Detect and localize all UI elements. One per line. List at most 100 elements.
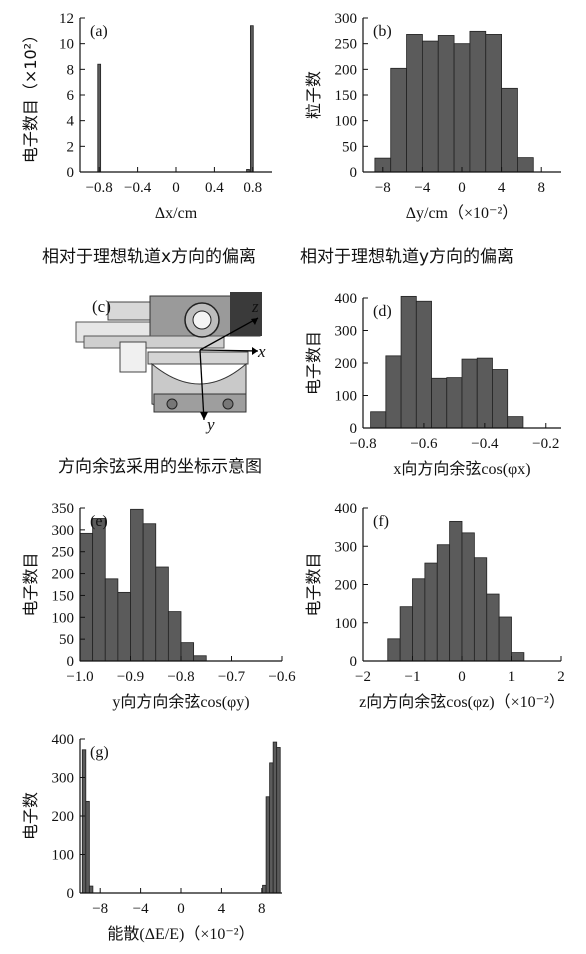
x-tick-label: 0.4 <box>205 180 224 196</box>
bar <box>446 377 463 429</box>
x-tick-label: −4 <box>414 180 430 196</box>
y-tick-label: 0 <box>350 421 358 437</box>
bar <box>436 544 451 662</box>
y-axis-label: 电子数目 <box>304 552 323 616</box>
bar <box>501 87 518 173</box>
x-axis-label: z向方向余弦cos(φz)（×10⁻²） <box>359 692 565 711</box>
bar <box>517 157 534 173</box>
y-axis-label: 电子数目 <box>21 552 40 616</box>
y-tick-label: 300 <box>52 771 75 787</box>
bar <box>453 43 471 173</box>
y-tick-label: 8 <box>67 62 75 78</box>
y-tick-label: 200 <box>52 567 75 583</box>
bar <box>272 741 278 894</box>
y-tick-label: 0 <box>67 886 75 902</box>
bar <box>117 591 131 662</box>
bar <box>85 800 90 894</box>
caption-x-deviation: 相对于理想轨道x方向的偏离 <box>42 247 257 267</box>
bar <box>390 67 407 173</box>
x-tick-label: 4 <box>498 180 506 196</box>
x-tick-label: 0 <box>458 180 466 196</box>
diagram-axis-x-label: x <box>257 342 266 361</box>
bar <box>498 616 512 662</box>
x-tick-label: −0.7 <box>218 669 246 685</box>
panel-label: (e) <box>90 513 108 530</box>
panel-label: (g) <box>90 744 109 761</box>
bar <box>269 762 274 894</box>
y-tick-label: 0 <box>350 165 358 181</box>
x-tick-label: −4 <box>133 901 149 917</box>
y-tick-label: 200 <box>335 62 358 78</box>
x-tick-label: −8 <box>92 901 108 917</box>
x-tick-label: −2 <box>355 669 371 685</box>
panel-label: (d) <box>373 303 392 320</box>
x-axis-label: Δy/cm（×10⁻²） <box>406 204 519 222</box>
x-tick-label: 2 <box>557 669 565 685</box>
x-tick-label: 0 <box>172 180 180 196</box>
y-tick-label: 6 <box>67 88 75 104</box>
y-tick-label: 200 <box>52 809 75 825</box>
x-tick-label: 0.8 <box>243 180 262 196</box>
diagram-axis-y-label: y <box>205 415 215 434</box>
bar <box>412 578 426 662</box>
x-axis-label: 能散(ΔE/E)（×10⁻²） <box>107 925 254 943</box>
y-tick-label: 50 <box>59 632 74 648</box>
y-tick-label: 150 <box>52 588 75 604</box>
bar <box>400 295 417 429</box>
y-tick-label: 300 <box>335 539 358 555</box>
y-tick-label: 400 <box>335 501 358 517</box>
x-tick-label: −0.8 <box>86 180 113 196</box>
caption-coordinate-diagram: 方向余弦采用的坐标示意图 <box>58 457 262 477</box>
bar <box>249 25 254 173</box>
x-tick-label: −0.4 <box>471 436 499 452</box>
y-tick-label: 50 <box>342 139 357 155</box>
bar <box>155 566 169 662</box>
x-tick-label: 0 <box>177 901 185 917</box>
y-tick-label: 0 <box>350 654 358 670</box>
bar <box>142 523 157 662</box>
y-tick-label: 100 <box>52 848 75 864</box>
y-tick-label: 200 <box>335 356 358 372</box>
coordinate-diagram <box>75 292 262 421</box>
bar <box>92 518 106 662</box>
bar <box>511 652 525 662</box>
x-tick-label: 0 <box>458 669 466 685</box>
panel-label: (a) <box>90 23 108 40</box>
chart-panel-d: 0 100 200 300 400 −0.8 −0.6 −0.4 −0.2 (d) x向方向余弦co… <box>304 291 561 478</box>
bar <box>485 34 503 173</box>
y-tick-label: 300 <box>335 324 358 340</box>
x-tick-label: −0.6 <box>268 669 296 685</box>
y-axis-label: 电子数目 <box>304 331 323 395</box>
chart-panel-b: 0 50 100 150 200 250 300 −8 −4 0 4 8 (b) Δy/cm（×10⁻²）… <box>304 11 561 222</box>
x-tick-label: −0.8 <box>349 436 376 452</box>
bar <box>469 30 487 173</box>
x-tick-label: −1 <box>405 669 421 685</box>
x-tick-label: 4 <box>218 901 226 917</box>
bar <box>104 578 119 662</box>
bar <box>370 411 387 429</box>
bar <box>262 884 267 894</box>
y-tick-label: 200 <box>335 578 358 594</box>
bar <box>97 63 102 173</box>
bar <box>437 35 455 173</box>
x-tick-label: −0.4 <box>124 180 152 196</box>
diagram-axis-z-label: z <box>251 297 259 316</box>
bar <box>88 885 94 894</box>
y-tick-label: 400 <box>335 291 358 307</box>
y-axis-label: 电子数目（×10²） <box>21 27 40 163</box>
bar <box>399 606 413 662</box>
x-tick-label: 8 <box>258 901 266 917</box>
y-tick-label: 0 <box>67 654 75 670</box>
x-tick-label: −0.2 <box>532 436 559 452</box>
bar <box>486 593 500 662</box>
y-tick-label: 100 <box>52 610 75 626</box>
x-tick-label: −0.6 <box>410 436 438 452</box>
bar <box>415 300 432 429</box>
y-axis-label: 电子数 <box>21 792 40 840</box>
y-tick-label: 100 <box>335 616 358 632</box>
caption-y-deviation: 相对于理想轨道y方向的偏离 <box>300 247 515 267</box>
bar <box>449 520 463 662</box>
y-tick-label: 4 <box>67 114 75 130</box>
chart-panel-a: 0 2 4 6 8 10 12 −0.8 −0.4 0 0.4 0.8 (a) Δx/cm 电子数目（×10… <box>21 11 272 222</box>
